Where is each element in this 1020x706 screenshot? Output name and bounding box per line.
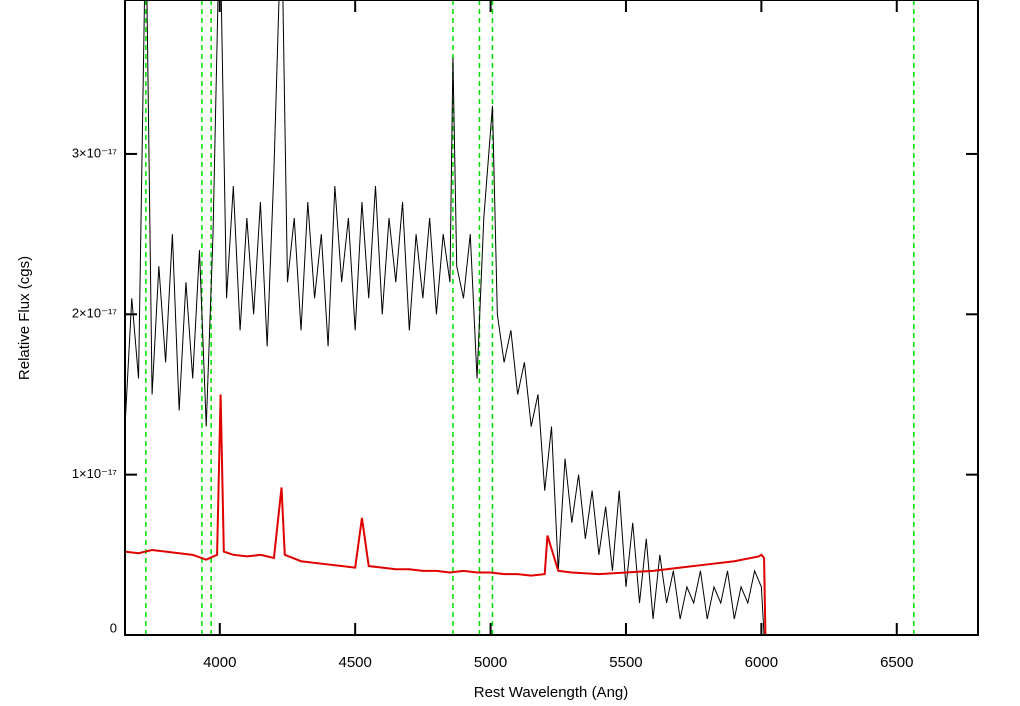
y-tick-label: 0: [110, 620, 117, 635]
x-tick-label: 4000: [203, 654, 236, 671]
y-tick-label: 3×10⁻¹⁷: [72, 145, 117, 160]
x-tick-label: 6000: [745, 654, 778, 671]
y-axis-title: Relative Flux (cgs): [16, 256, 33, 380]
y-tick-label: 2×10⁻¹⁷: [72, 306, 117, 321]
x-axis-title: Rest Wavelength (Ang): [474, 684, 629, 701]
spectrum-line: [125, 0, 765, 635]
spectrum-line: [125, 394, 978, 635]
plot-area: [125, 0, 978, 635]
x-tick-label: 4500: [338, 654, 371, 671]
plot-frame: [124, 0, 979, 636]
x-tick-label: 5500: [609, 654, 642, 671]
y-tick-label: 1×10⁻¹⁷: [72, 466, 117, 481]
x-tick-label: 6500: [880, 654, 913, 671]
x-tick-label: 5000: [474, 654, 507, 671]
